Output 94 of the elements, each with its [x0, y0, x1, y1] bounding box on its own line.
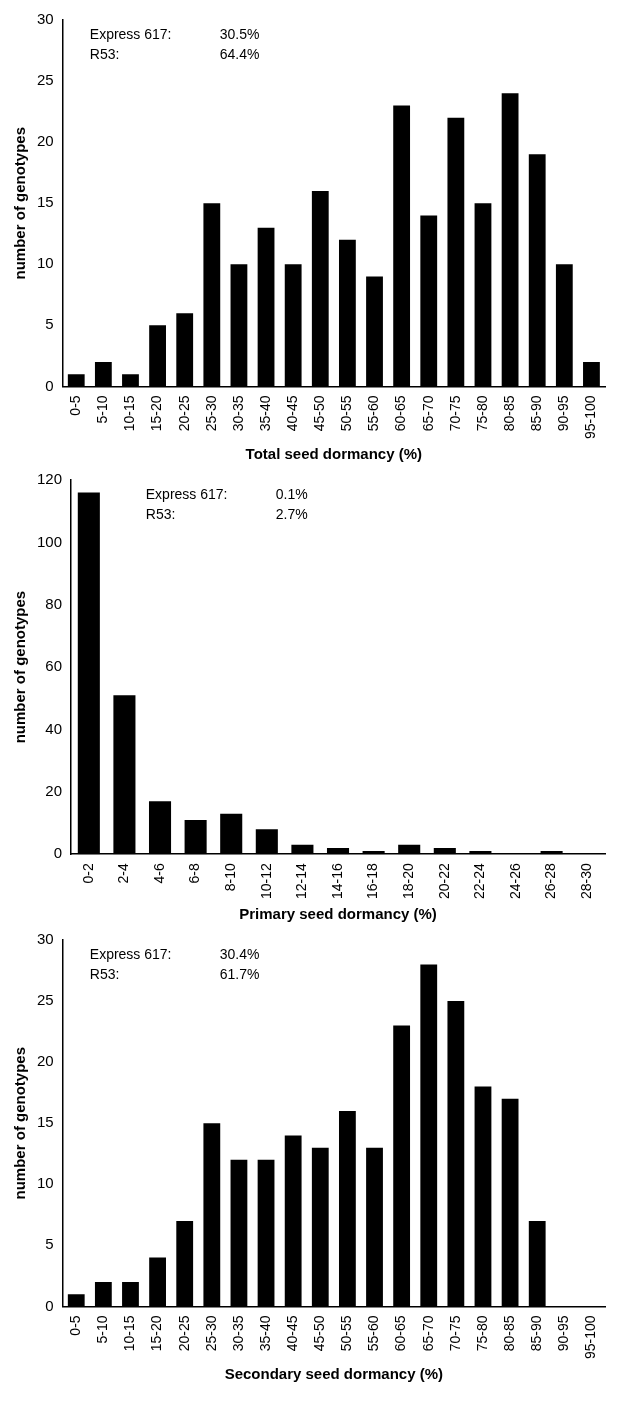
x-tick-label: 10-15 [121, 1315, 138, 1352]
x-tick-label: 30-35 [229, 395, 246, 432]
x-tick-label: 18-20 [400, 862, 417, 900]
x-tick-label: 22-24 [471, 862, 488, 900]
x-tick-label: 28-30 [578, 862, 595, 900]
y-tick-label: 20 [37, 132, 54, 150]
x-tick-label: 14-16 [328, 862, 345, 900]
annotation: R53: [89, 965, 120, 982]
x-tick-label: 35-40 [256, 395, 273, 432]
x-tick-label: 24-26 [506, 862, 523, 900]
y-tick-label: 40 [45, 719, 63, 737]
x-axis-title: Secondary seed dormancy (%) [224, 1365, 444, 1383]
x-tick-label: 85-90 [528, 395, 545, 432]
x-tick-label: 0-5 [67, 1315, 84, 1336]
x-tick-label: 8-10 [222, 862, 239, 892]
y-tick-label: 30 [37, 930, 54, 948]
x-tick-label: 65-70 [419, 1315, 436, 1352]
y-tick-label: 100 [37, 532, 63, 550]
x-tick-label: 65-70 [419, 395, 436, 432]
x-tick-label: 90-95 [555, 395, 572, 432]
y-tick-label: 60 [45, 657, 63, 675]
y-tick-label: 0 [53, 844, 63, 862]
x-tick-label: 20-25 [175, 1315, 192, 1352]
x-tick-label: 80-85 [500, 395, 517, 432]
x-tick-label: 5-10 [94, 395, 111, 424]
y-tick-label: 10 [37, 1174, 54, 1192]
x-tick-label: 6-8 [186, 862, 203, 884]
x-tick-label: 50-55 [338, 1315, 355, 1352]
x-tick-label: 40-45 [284, 1315, 301, 1352]
y-tick-label: 120 [37, 470, 63, 488]
x-tick-label: 15-20 [148, 395, 165, 432]
x-tick-label: 25-30 [202, 1315, 219, 1352]
annotation: 61.7% [219, 965, 260, 982]
y-tick-label: 5 [45, 1235, 54, 1253]
x-tick-label: 40-45 [284, 395, 301, 432]
annotation: 30.4% [219, 945, 260, 962]
x-tick-label: 10-12 [257, 862, 274, 900]
annotation: Express 617: [89, 25, 172, 42]
annotation: 0.1% [275, 485, 308, 502]
x-tick-label: 15-20 [148, 1315, 165, 1352]
annotation: R53: [89, 45, 120, 62]
y-tick-label: 15 [37, 1113, 54, 1131]
y-tick-label: 30 [37, 10, 54, 28]
y-tick-label: 15 [37, 193, 54, 211]
y-tick-label: 25 [37, 991, 54, 1009]
x-tick-label: 4-6 [150, 862, 167, 884]
annotation: R53: [145, 505, 176, 522]
y-tick-label: 80 [45, 594, 63, 612]
annotation: Express 617: [89, 945, 172, 962]
x-tick-label: 45-50 [311, 1315, 328, 1352]
x-tick-label: 5-10 [94, 1315, 111, 1344]
x-tick-label: 20-22 [435, 862, 452, 900]
x-tick-label: 85-90 [528, 1315, 545, 1352]
y-tick-label: 20 [37, 1052, 54, 1070]
annotation: 64.4% [219, 45, 260, 62]
x-tick-label: 95-100 [582, 395, 599, 439]
annotation: Express 617: [145, 485, 228, 502]
x-tick-label: 0-2 [79, 862, 96, 884]
x-tick-label: 12-14 [293, 862, 310, 900]
x-tick-label: 95-100 [582, 1315, 599, 1359]
x-tick-label: 60-65 [392, 1315, 409, 1352]
y-tick-label: 20 [45, 781, 63, 799]
x-tick-label: 10-15 [121, 395, 138, 432]
y-axis-title: number of genotypes [11, 1046, 29, 1200]
x-axis-title: Primary seed dormancy (%) [239, 905, 437, 923]
y-tick-label: 0 [45, 376, 54, 394]
annotation: 2.7% [275, 505, 308, 522]
y-axis-title: number of genotypes [11, 590, 29, 744]
y-tick-label: 25 [37, 71, 54, 89]
x-tick-label: 80-85 [500, 1315, 517, 1352]
x-tick-label: 45-50 [311, 395, 328, 432]
x-tick-label: 0-5 [67, 395, 84, 416]
y-tick-label: 0 [45, 1296, 54, 1314]
x-tick-label: 26-28 [542, 862, 559, 900]
x-tick-label: 25-30 [202, 395, 219, 432]
y-tick-label: 5 [45, 315, 54, 333]
x-tick-label: 70-75 [446, 395, 463, 432]
y-tick-label: 10 [37, 254, 54, 272]
x-tick-label: 70-75 [446, 1315, 463, 1352]
x-axis-title: Total seed dormancy (%) [245, 445, 423, 463]
x-tick-label: 2-4 [115, 862, 132, 884]
x-tick-label: 20-25 [175, 395, 192, 432]
x-tick-label: 16-18 [364, 862, 381, 900]
y-axis-title: number of genotypes [11, 126, 29, 280]
x-tick-label: 60-65 [392, 395, 409, 432]
annotation: 30.5% [219, 25, 260, 42]
x-tick-label: 35-40 [256, 1315, 273, 1352]
x-tick-label: 50-55 [338, 395, 355, 432]
x-tick-label: 90-95 [555, 1315, 572, 1352]
x-tick-label: 55-60 [365, 1315, 382, 1352]
x-tick-label: 30-35 [229, 1315, 246, 1352]
x-tick-label: 55-60 [365, 395, 382, 432]
x-tick-label: 75-80 [473, 395, 490, 432]
x-tick-label: 75-80 [473, 1315, 490, 1352]
